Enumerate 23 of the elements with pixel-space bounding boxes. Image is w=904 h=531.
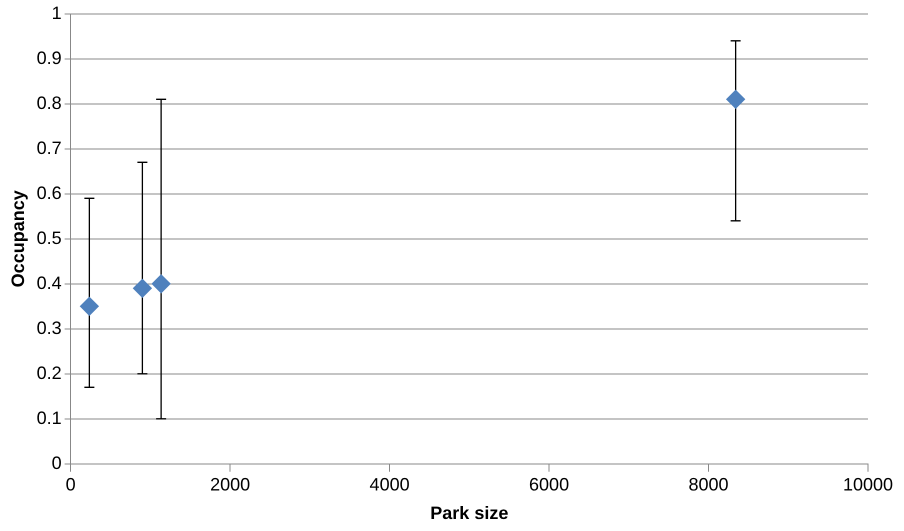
x-tick-label: 4000 xyxy=(370,474,410,495)
x-axis-title: Park size xyxy=(430,503,508,524)
y-tick-label: 0.5 xyxy=(36,228,62,248)
x-tick-label: 10000 xyxy=(842,474,894,495)
y-tick-label: 0.7 xyxy=(36,138,62,158)
x-tick-label: 0 xyxy=(66,474,76,495)
y-axis-title: Occupancy xyxy=(8,190,28,288)
point xyxy=(726,90,746,109)
y-tick-label: 0.1 xyxy=(36,408,62,428)
y-tick-label: 0 xyxy=(52,452,62,473)
y-tick-label: 1 xyxy=(52,2,62,23)
y-tick-label: 0.6 xyxy=(36,182,62,203)
y-tick-label: 0.8 xyxy=(36,92,62,113)
y-tick-label: 0.3 xyxy=(36,318,62,338)
point xyxy=(80,296,99,316)
y-tick-label: 0.2 xyxy=(36,362,62,383)
y-tick-label: 0.4 xyxy=(36,272,62,293)
x-tick-label: 6000 xyxy=(529,474,570,495)
point xyxy=(152,274,171,294)
x-tick-label: 8000 xyxy=(688,474,729,495)
y-tick-label: 0.9 xyxy=(36,48,62,68)
point xyxy=(132,278,152,298)
x-tick-label: 2000 xyxy=(210,474,250,495)
